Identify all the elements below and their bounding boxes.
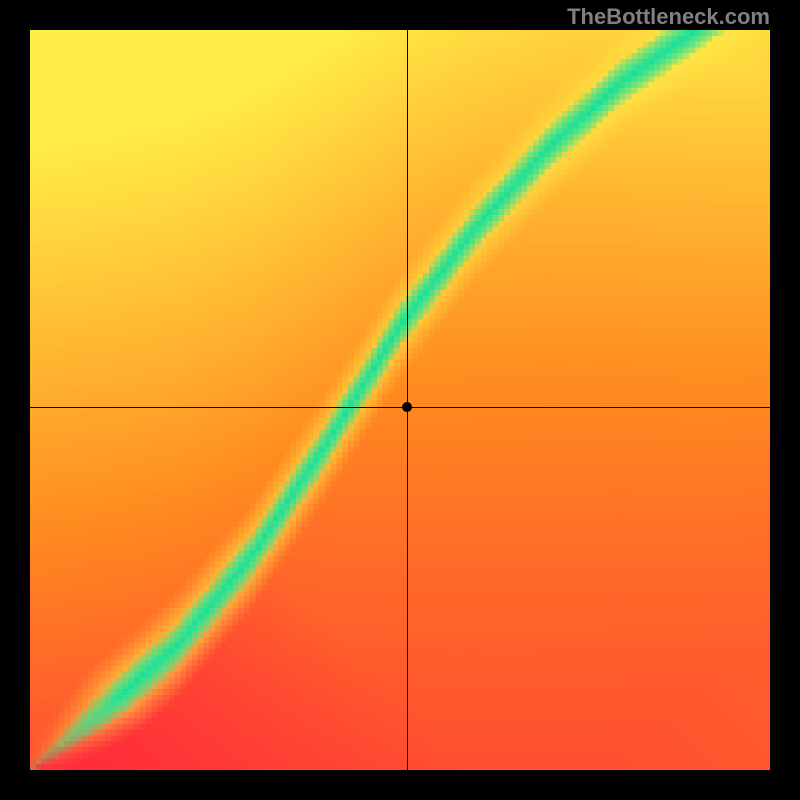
chart-container: TheBottleneck.com — [0, 0, 800, 800]
selection-marker — [402, 402, 412, 412]
watermark-text: TheBottleneck.com — [567, 4, 770, 30]
crosshair-horizontal — [30, 407, 770, 408]
crosshair-vertical — [407, 30, 408, 770]
bottleneck-heatmap — [30, 30, 770, 770]
